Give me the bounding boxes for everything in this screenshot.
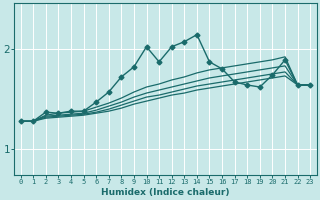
X-axis label: Humidex (Indice chaleur): Humidex (Indice chaleur)	[101, 188, 230, 197]
